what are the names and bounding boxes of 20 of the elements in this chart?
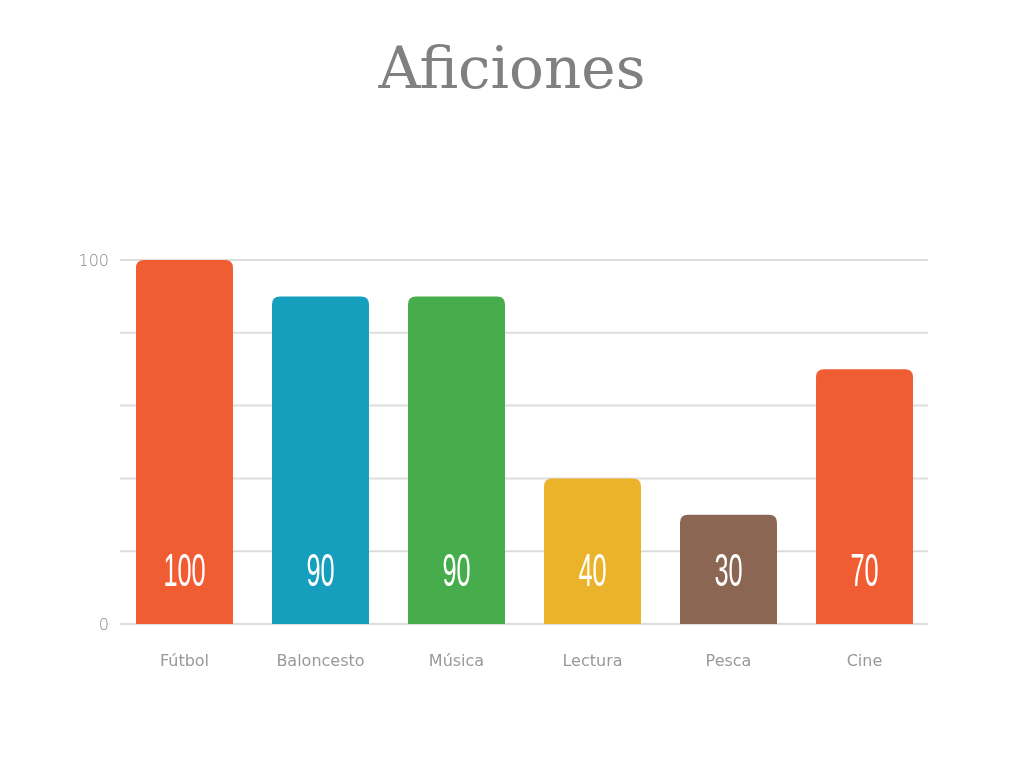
x-tick-label: Fútbol bbox=[159, 651, 210, 670]
bar bbox=[544, 478, 641, 624]
data-label: 90 bbox=[306, 543, 335, 596]
data-label: 70 bbox=[850, 543, 879, 596]
data-label: 40 bbox=[578, 543, 607, 596]
x-tick-label: Baloncesto bbox=[276, 651, 365, 670]
x-tick-label: Lectura bbox=[562, 651, 623, 670]
data-label: 100 bbox=[163, 543, 206, 596]
bar bbox=[680, 514, 777, 624]
bar bbox=[816, 369, 913, 624]
x-tick-label: Cine bbox=[846, 651, 883, 670]
bar bbox=[136, 260, 233, 624]
bar bbox=[272, 296, 369, 624]
x-tick-label: Música bbox=[428, 651, 485, 670]
data-label: 90 bbox=[442, 543, 471, 596]
y-tick-label: 0 bbox=[98, 614, 109, 634]
data-label: 30 bbox=[714, 543, 743, 596]
bar bbox=[408, 296, 505, 624]
x-tick-label: Pesca bbox=[705, 651, 752, 670]
chart-title: Aficiones bbox=[377, 34, 646, 102]
